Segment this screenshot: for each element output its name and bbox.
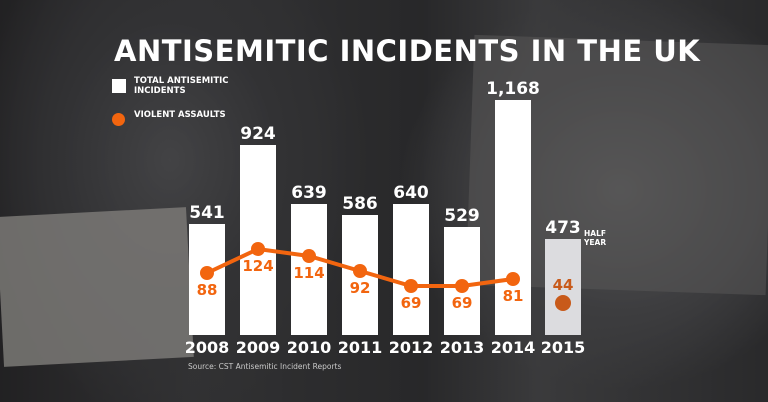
year-label-2011: 2011 [337, 338, 383, 357]
bar-2010 [291, 204, 327, 335]
assault-value-2014: 81 [502, 287, 524, 305]
source-note: Source: CST Antisemitic Incident Reports [188, 362, 342, 371]
bar-value-2011: 586 [342, 194, 378, 214]
legend-item-total: TOTAL ANTISEMITIC INCIDENTS [112, 76, 244, 96]
year-label-2015: 2015 [540, 338, 586, 357]
bar-2014 [495, 100, 531, 335]
assault-value-2009: 124 [242, 257, 274, 275]
assault-value-2013: 69 [451, 294, 473, 312]
legend: TOTAL ANTISEMITIC INCIDENTS VIOLENT ASSA… [112, 76, 244, 140]
assault-value-2012: 69 [400, 294, 422, 312]
legend-item-violent: VIOLENT ASSAULTS [112, 110, 244, 126]
bar-value-2012: 640 [393, 183, 429, 203]
half-year-note: HALF YEAR [584, 229, 607, 247]
year-label-2008: 2008 [184, 338, 230, 357]
legend-dot-icon [112, 113, 125, 126]
year-label-2014: 2014 [490, 338, 536, 357]
year-label-2012: 2012 [388, 338, 434, 357]
bar-value-2014: 1,168 [486, 79, 540, 99]
year-label-2010: 2010 [286, 338, 332, 357]
bar-2015 [545, 239, 581, 335]
legend-label-total: TOTAL ANTISEMITIC INCIDENTS [134, 76, 229, 96]
year-label-2009: 2009 [235, 338, 281, 357]
assault-value-2011: 92 [349, 279, 371, 297]
assault-value-2015: 44 [552, 276, 574, 294]
chart-title: ANTISEMITIC INCIDENTS IN THE UK [114, 34, 701, 68]
bar-2012 [393, 204, 429, 335]
bar-value-2013: 529 [444, 206, 480, 226]
bar-2009 [240, 145, 276, 335]
assault-value-2008: 88 [196, 281, 218, 299]
legend-label-violent: VIOLENT ASSAULTS [134, 110, 226, 120]
assault-value-2010: 114 [293, 264, 325, 282]
legend-square-icon [112, 79, 126, 93]
bar-value-2009: 924 [240, 124, 276, 144]
year-label-2013: 2013 [439, 338, 485, 357]
bar-value-2015: 473 [545, 218, 581, 238]
bar-value-2010: 639 [291, 183, 327, 203]
bar-value-2008: 541 [189, 203, 225, 223]
